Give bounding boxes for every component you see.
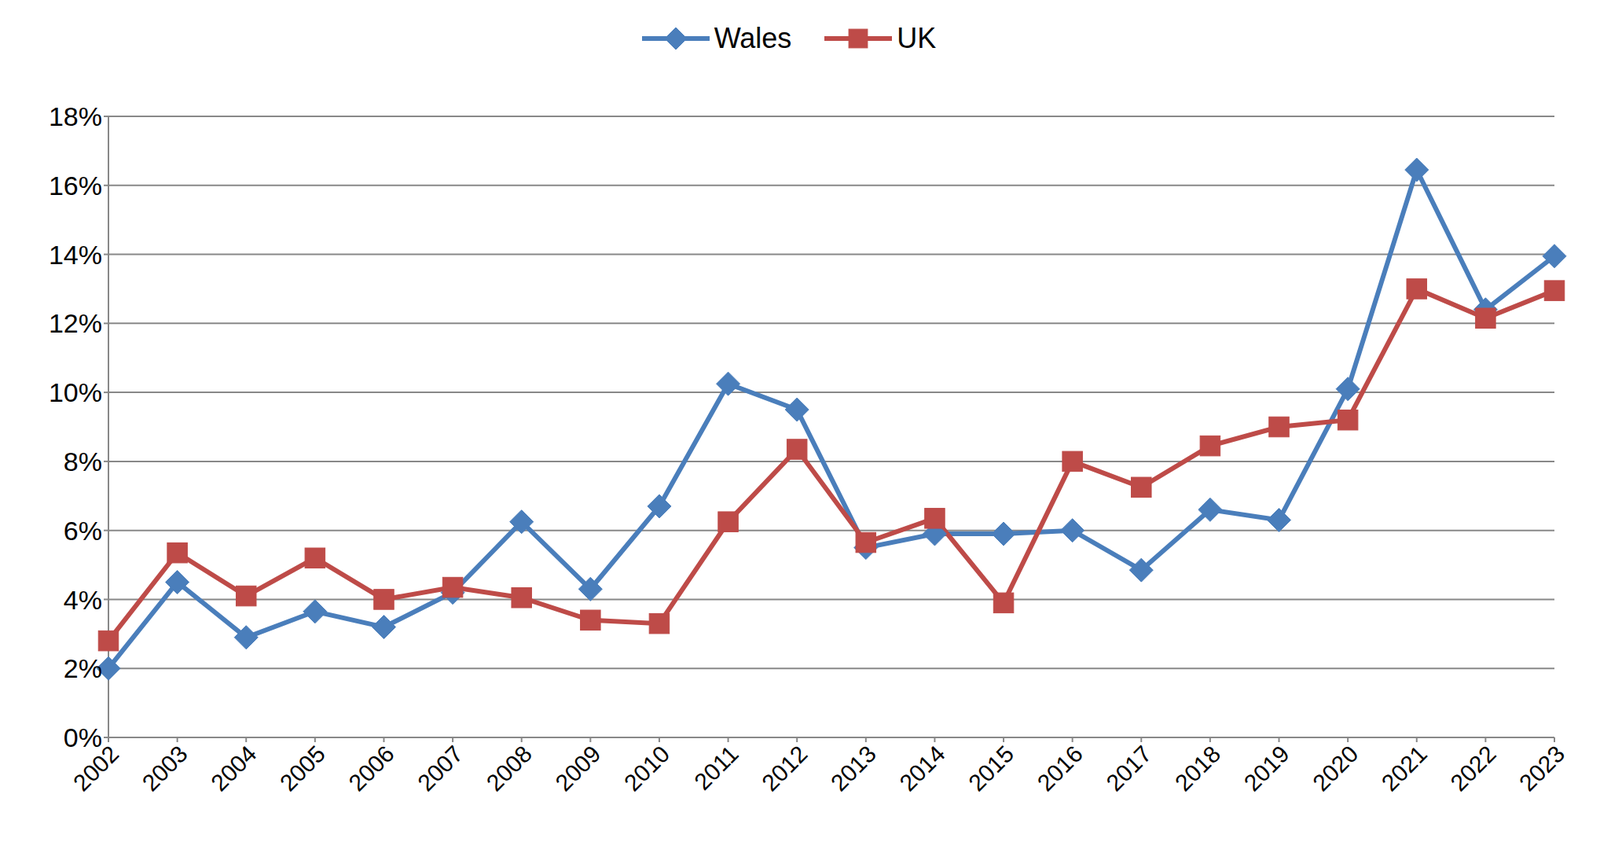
svg-text:2021: 2021 bbox=[1376, 740, 1433, 797]
svg-text:6%: 6% bbox=[63, 515, 103, 546]
svg-text:12%: 12% bbox=[48, 308, 103, 338]
svg-text:2023: 2023 bbox=[1514, 740, 1571, 797]
svg-text:2009: 2009 bbox=[550, 740, 606, 797]
svg-text:2017: 2017 bbox=[1100, 740, 1157, 797]
svg-text:2014: 2014 bbox=[894, 740, 951, 797]
svg-text:2%: 2% bbox=[63, 653, 103, 683]
svg-text:2008: 2008 bbox=[480, 740, 537, 797]
svg-text:2010: 2010 bbox=[619, 740, 676, 797]
svg-text:2013: 2013 bbox=[825, 740, 882, 797]
svg-text:2015: 2015 bbox=[963, 740, 1020, 797]
svg-text:2006: 2006 bbox=[343, 740, 400, 797]
svg-text:2007: 2007 bbox=[412, 740, 469, 797]
svg-text:2022: 2022 bbox=[1445, 740, 1501, 797]
svg-text:2020: 2020 bbox=[1307, 740, 1364, 797]
svg-text:2003: 2003 bbox=[136, 740, 193, 797]
svg-text:8%: 8% bbox=[63, 446, 103, 477]
svg-text:2018: 2018 bbox=[1170, 740, 1226, 797]
svg-text:2011: 2011 bbox=[689, 740, 744, 795]
svg-text:4%: 4% bbox=[63, 584, 103, 615]
svg-text:2004: 2004 bbox=[205, 740, 262, 797]
html-text:UK: UK bbox=[896, 22, 937, 55]
svg-text:2016: 2016 bbox=[1031, 740, 1088, 797]
svg-text:2019: 2019 bbox=[1238, 740, 1295, 797]
svg-text:14%: 14% bbox=[48, 239, 103, 270]
svg-text:16%: 16% bbox=[48, 170, 103, 201]
svg-text:2005: 2005 bbox=[275, 740, 331, 797]
svg-text:2002: 2002 bbox=[68, 740, 124, 796]
svg-text:18%: 18% bbox=[48, 101, 103, 132]
svg-text:10%: 10% bbox=[48, 377, 103, 408]
svg-text:2012: 2012 bbox=[756, 740, 813, 797]
svg-text:0%: 0% bbox=[63, 722, 103, 753]
html-text:Wales: Wales bbox=[714, 22, 792, 55]
